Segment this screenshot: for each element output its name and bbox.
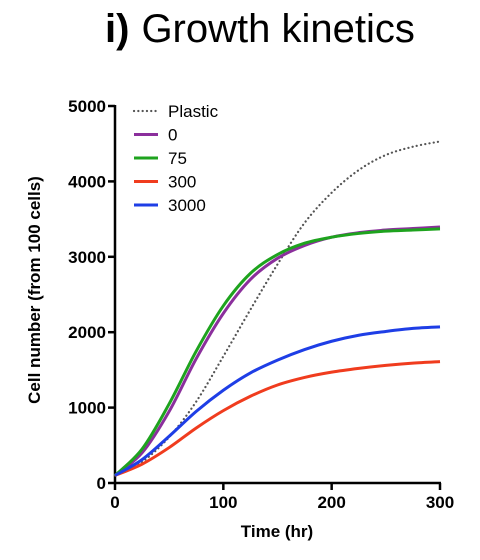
x-tick-label: 200: [317, 493, 345, 512]
series-line-2: [113, 227, 441, 477]
legend-label-2: 75: [168, 149, 187, 168]
series-line-3: [114, 360, 441, 477]
y-tick-label: 4000: [68, 172, 106, 191]
x-tick-label: 300: [426, 493, 454, 512]
x-axis-label: Time (hr): [241, 522, 313, 541]
series-line-4: [114, 325, 441, 477]
series-line-0: [113, 140, 442, 477]
y-tick-label: 3000: [68, 248, 106, 267]
y-tick-label: 1000: [68, 399, 106, 418]
chart-title: i) Growth kinetics: [105, 7, 415, 51]
y-tick-label: 5000: [68, 97, 106, 116]
chart-title-label: i): [105, 7, 129, 51]
y-tick-label: 0: [97, 474, 106, 493]
chart-title-text: Growth kinetics: [141, 7, 414, 51]
legend-label-1: 0: [168, 126, 177, 145]
x-tick-label: 100: [209, 493, 237, 512]
legend: Plastic 0 75 300 3000: [132, 102, 219, 215]
x-tick-label: 0: [110, 493, 119, 512]
legend-label-0: Plastic: [168, 102, 219, 121]
y-tick-label: 2000: [68, 323, 106, 342]
legend-label-4: 3000: [168, 196, 206, 215]
y-axis-label: Cell number (from 100 cells): [25, 176, 44, 404]
series-layer: [113, 140, 442, 477]
legend-label-3: 300: [168, 173, 196, 192]
